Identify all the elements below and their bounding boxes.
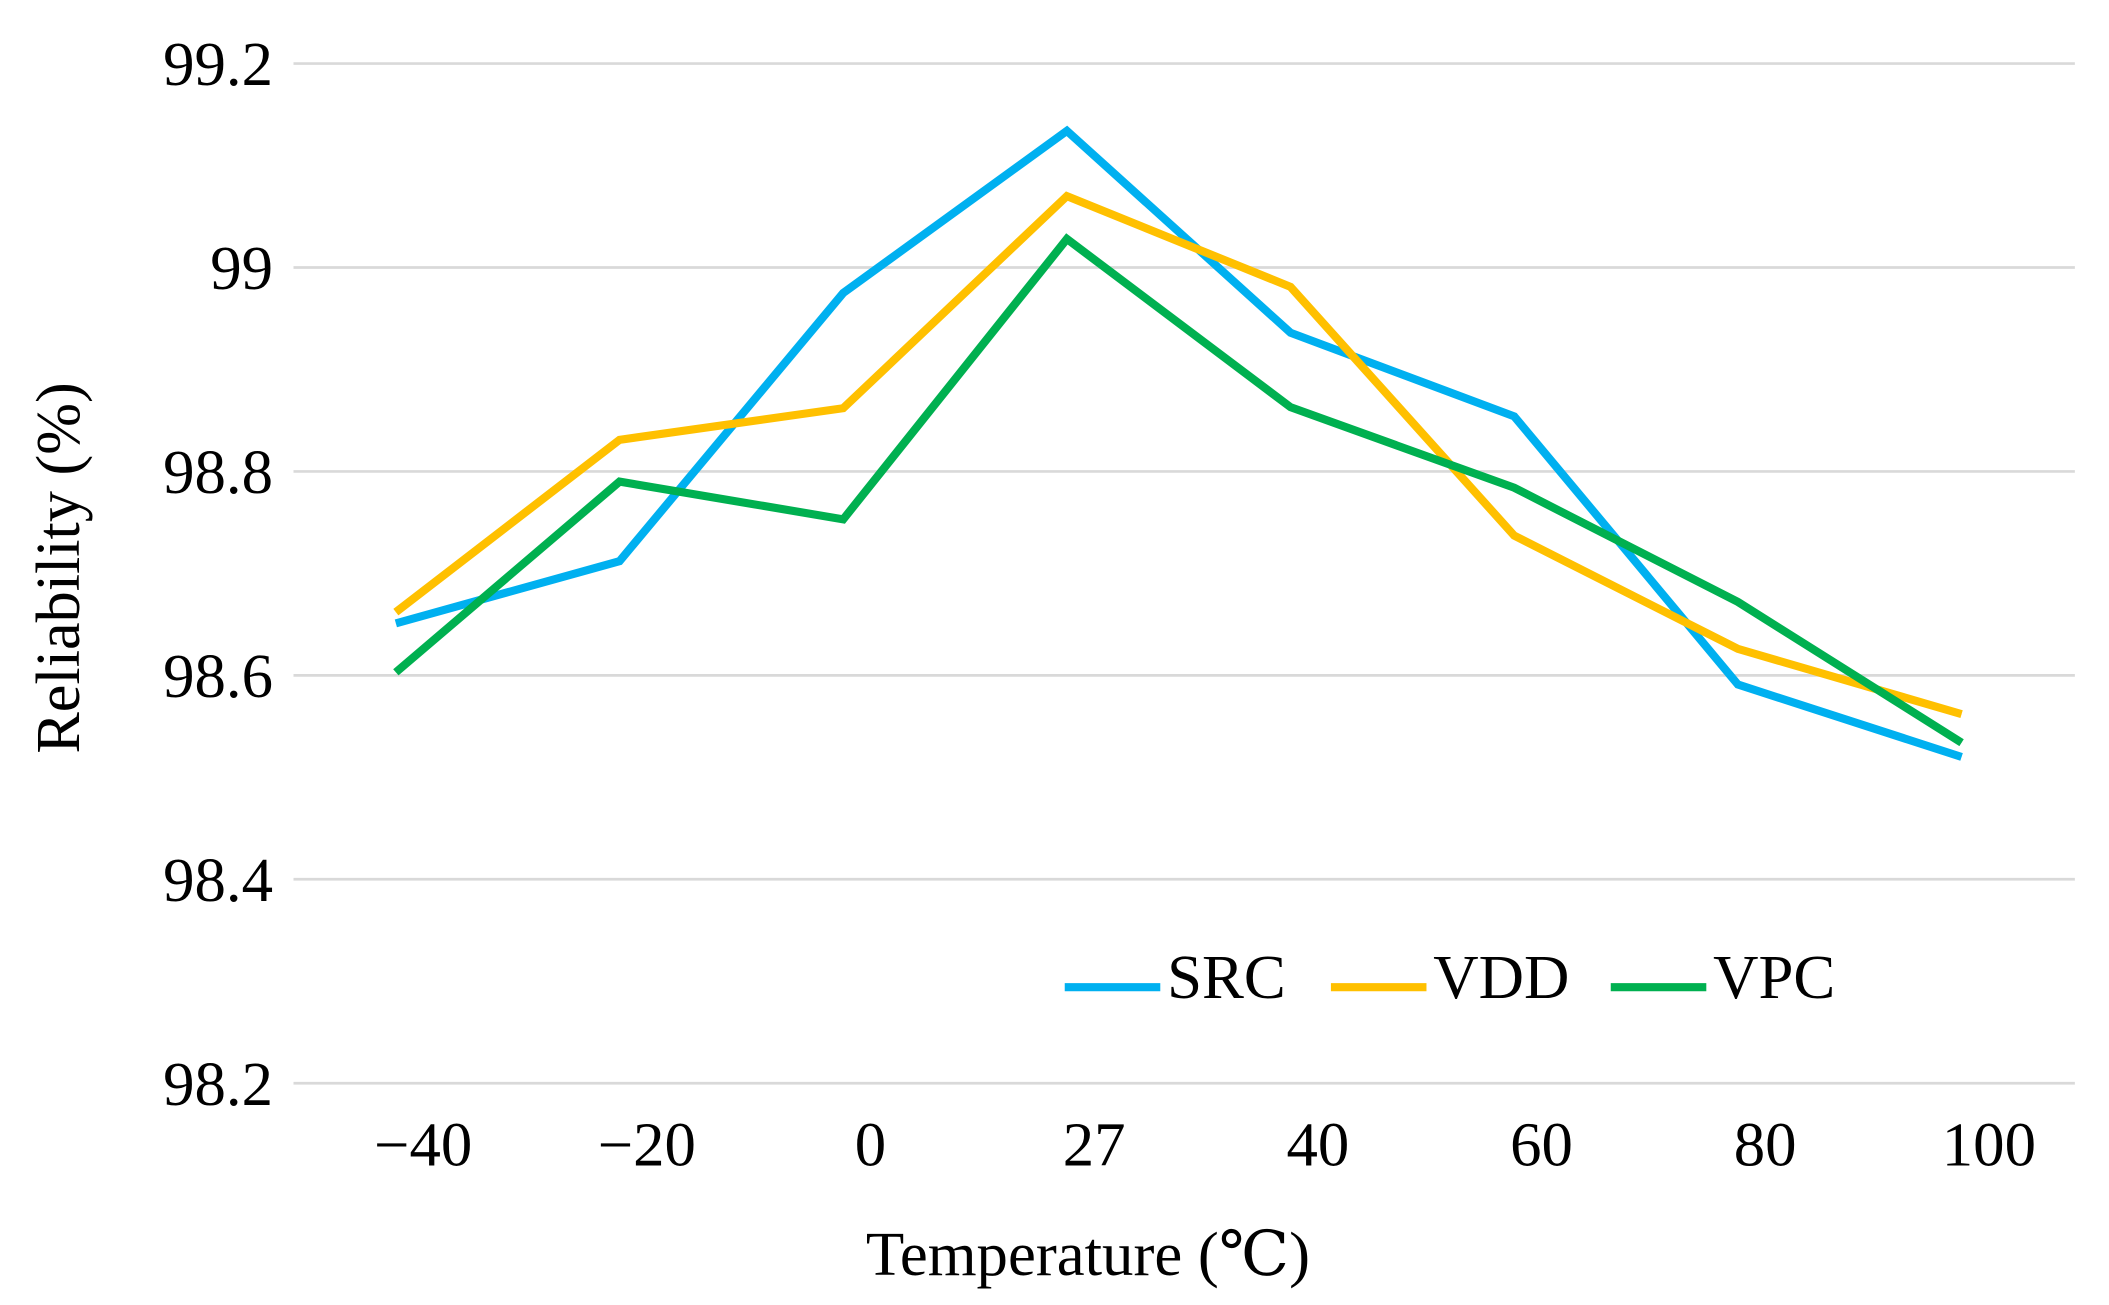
y-tick-label: 98.2 [163, 1049, 273, 1119]
y-axis-label: Reliability (%) [23, 382, 93, 753]
series-line-vpc [393, 233, 1964, 747]
y-axis-ticks: 98.2 98.4 98.6 98.8 99 99.2 [163, 29, 273, 1118]
x-tick-label: −20 [598, 1110, 696, 1180]
y-tick-label: 98.8 [163, 437, 273, 507]
x-tick-label: 100 [1942, 1110, 2036, 1180]
y-tick-label: 98.6 [163, 641, 273, 711]
legend-label: VPC [1713, 942, 1835, 1012]
gridlines [293, 62, 2075, 1085]
series-line-src [394, 125, 1963, 761]
x-tick-label: 0 [855, 1110, 886, 1180]
legend-label: VDD [1433, 942, 1569, 1012]
y-tick-label: 99.2 [163, 29, 273, 99]
x-axis-ticks: −40 −20 0 27 40 60 80 100 [374, 1110, 2036, 1180]
y-tick-label: 98.4 [163, 845, 273, 915]
series-lines [393, 125, 1964, 761]
x-tick-label: 27 [1063, 1110, 1126, 1180]
x-tick-label: 40 [1286, 1110, 1349, 1180]
y-tick-label: 99 [210, 233, 273, 303]
x-tick-label: 80 [1734, 1110, 1797, 1180]
series-line-vdd [393, 191, 1963, 718]
x-tick-label: 60 [1510, 1110, 1573, 1180]
legend-label: SRC [1167, 942, 1286, 1012]
x-axis-label: Temperature (℃) [866, 1220, 1310, 1290]
legend: SRC VDD VPC [1064, 942, 1835, 1012]
x-tick-label: −40 [374, 1110, 472, 1180]
